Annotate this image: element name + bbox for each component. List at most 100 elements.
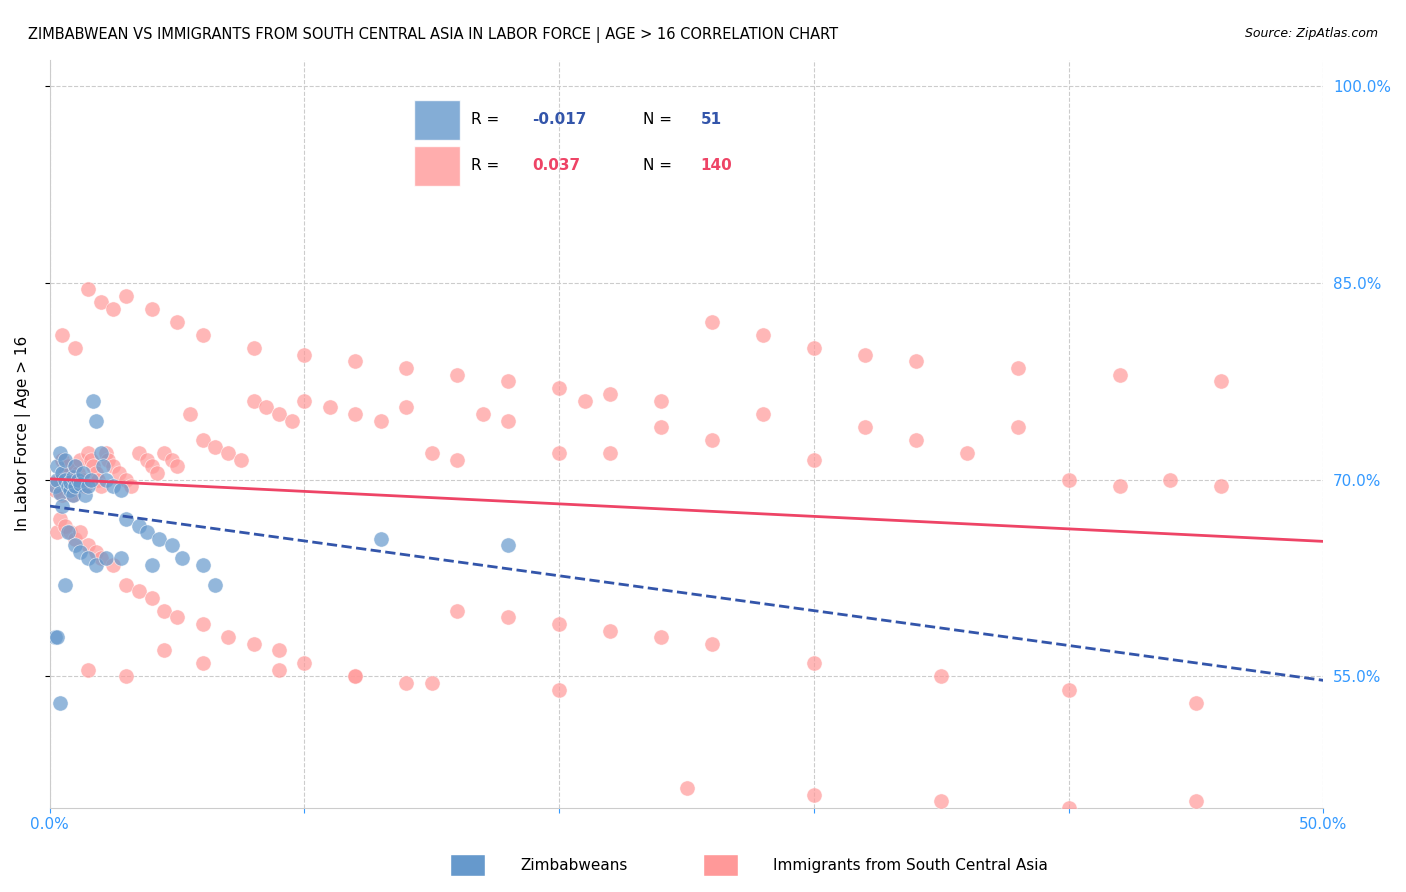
Point [395,401,418,415]
Point [90,295,112,310]
Point [319,401,342,415]
Point [46,630,69,644]
Point [254,401,277,415]
Point [53,518,76,533]
Point [53,466,76,480]
Point [803,453,825,467]
Point [62,470,84,484]
Point [294,657,316,671]
Point [204,440,226,454]
Point [51,453,73,467]
Point [115,669,138,683]
Point [267,643,290,657]
Point [599,446,621,460]
Point [929,794,952,808]
Point [75,479,97,493]
Point [59,524,82,539]
Point [446,368,468,382]
Point [217,446,239,460]
Point [1211,374,1233,388]
Point [145,466,167,480]
Point [87,473,110,487]
Point [51,499,73,513]
Point [135,524,157,539]
Point [44,630,66,644]
Point [548,682,571,697]
Point [1057,473,1080,487]
Point [700,433,723,447]
Point [46,473,69,487]
Point [1108,368,1130,382]
Point [166,459,188,474]
Point [72,466,94,480]
Point [191,616,214,631]
Point [141,459,163,474]
Point [446,604,468,618]
Point [599,387,621,401]
Point [94,473,117,487]
Point [267,663,290,677]
Point [49,485,72,500]
Point [110,483,132,497]
Point [904,433,927,447]
Point [153,446,176,460]
Point [370,532,392,546]
Point [79,453,101,467]
Point [141,591,163,605]
Point [77,446,100,460]
Point [217,630,239,644]
Point [56,479,79,493]
Point [1007,361,1029,376]
Y-axis label: In Labor Force | Age > 16: In Labor Force | Age > 16 [15,336,31,532]
Point [166,610,188,624]
Point [344,407,367,421]
Point [929,669,952,683]
Point [63,459,86,474]
Point [75,488,97,502]
Point [66,473,89,487]
Point [90,479,112,493]
Point [66,466,89,480]
Point [548,616,571,631]
Point [63,473,86,487]
Point [1007,420,1029,434]
Point [574,393,596,408]
Point [141,558,163,572]
Point [191,558,214,572]
Point [344,669,367,683]
Point [44,479,66,493]
Point [107,466,129,480]
Point [49,446,72,460]
Point [956,446,979,460]
Point [160,453,183,467]
Point [53,473,76,487]
Point [496,610,519,624]
Point [650,630,672,644]
Point [63,479,86,493]
Point [344,669,367,683]
Point [191,328,214,343]
Point [115,289,138,303]
Point [69,453,91,467]
Point [103,459,125,474]
Point [153,604,176,618]
Point [1159,473,1181,487]
Point [128,518,150,533]
Point [103,479,125,493]
Point [84,466,107,480]
Point [103,558,125,572]
Point [650,420,672,434]
Point [853,348,876,362]
Point [204,577,226,591]
Point [395,676,418,690]
Point [77,479,100,493]
Point [77,663,100,677]
Point [496,374,519,388]
Point [128,584,150,599]
Point [191,657,214,671]
Point [82,459,104,474]
Point [599,624,621,638]
Point [179,407,201,421]
Point [69,476,91,491]
Point [49,512,72,526]
